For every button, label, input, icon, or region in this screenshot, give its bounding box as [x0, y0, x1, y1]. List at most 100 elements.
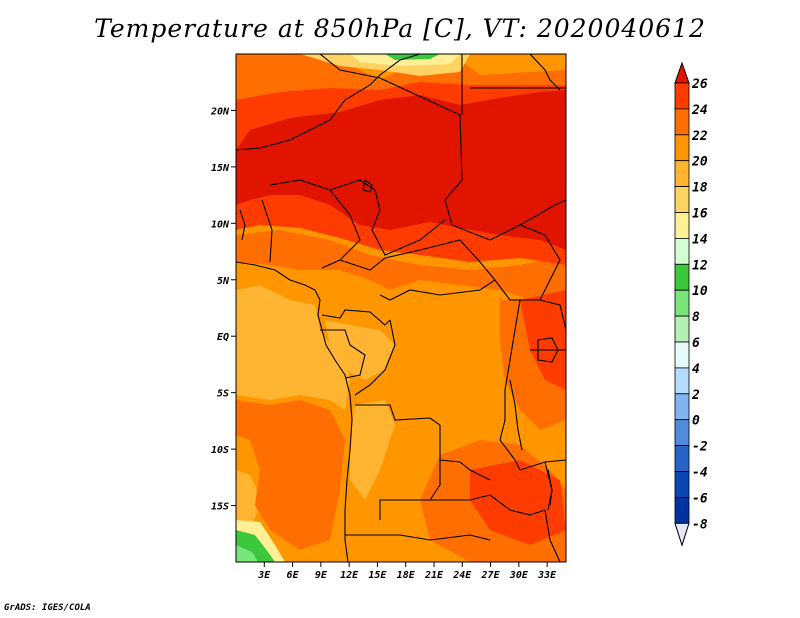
colorbar-segment — [674, 237, 690, 265]
lon-tick-label: 6E — [287, 570, 300, 581]
lat-tick-label: 10S — [211, 445, 229, 456]
lon-tick-label: 18E — [397, 570, 416, 581]
latitude-axis: 20N 15N 10N 5N EQ 5S 10S 15S — [210, 106, 236, 513]
lat-tick-label: 5N — [217, 276, 230, 287]
border-gabon-congo — [320, 329, 366, 379]
lake-tanganyika — [509, 379, 523, 451]
lon-tick-label: 12E — [340, 570, 359, 581]
lon-tick-label: 21E — [424, 570, 444, 581]
colorbar-label: 26 — [691, 77, 708, 92]
colorbar-segment — [674, 263, 690, 291]
colorbar-segment — [674, 134, 690, 162]
colorbar-label: 24 — [691, 103, 708, 118]
lake-volta — [239, 209, 246, 241]
colorbar-label: -6 — [692, 491, 708, 506]
region-18c-ocean-south — [236, 470, 262, 530]
region-26c-north — [236, 90, 566, 250]
colorbar-label: 22 — [691, 129, 708, 144]
colorbar-label: 12 — [692, 258, 708, 273]
border-zambia-zimbabwe — [489, 494, 546, 516]
border-ethiopia — [519, 199, 566, 226]
border-chad — [371, 189, 446, 256]
colorbar-segment — [674, 315, 690, 343]
temperature-field — [236, 54, 566, 562]
border-uganda-kenya — [530, 299, 566, 351]
colorbar-segment — [674, 445, 690, 472]
border-mali-niger — [236, 54, 421, 151]
lake-chad — [362, 179, 373, 193]
lat-tick-label: 20N — [210, 106, 230, 117]
lon-tick-label: 27E — [481, 570, 501, 581]
red-sea-coast — [529, 54, 561, 91]
lat-tick-label: 15N — [211, 163, 230, 174]
region-24c-east — [520, 290, 566, 390]
border-namibia — [345, 534, 491, 541]
region-10c-southwest — [236, 545, 258, 562]
chart-title: Temperature at 850hPa [C], VT: 202004061… — [94, 14, 706, 43]
border-cameroon-gabon — [321, 309, 391, 326]
lat-tick-label: 10N — [211, 219, 230, 230]
border-drc-east — [499, 299, 521, 471]
lon-tick-label: 33E — [537, 570, 557, 581]
lon-tick-label: 24E — [452, 570, 472, 581]
lon-tick-label: 3E — [257, 570, 271, 581]
lake-malawi — [547, 469, 553, 506]
border-south-sudan — [451, 224, 561, 301]
colorbar-segment — [674, 471, 690, 498]
border-angola-zambia — [379, 460, 491, 520]
colorbar-segment — [674, 341, 690, 369]
colorbar-segment — [674, 289, 690, 317]
colorbar-label: 16 — [692, 207, 708, 222]
colorbar-label: 4 — [692, 362, 700, 377]
lon-tick-label: 9E — [315, 570, 328, 581]
country-borders — [236, 54, 566, 562]
lat-tick-label: EQ — [217, 332, 229, 343]
border-libya-chad — [379, 77, 463, 226]
colorbar-label: 2 — [691, 388, 700, 403]
lon-tick-label: 15E — [368, 570, 387, 581]
region-24c-south — [470, 460, 566, 545]
longitude-axis: 3E 6E 9E 12E 15E 18E 21E 24E 27E 30E 33E — [257, 562, 557, 581]
colorbar-segment — [674, 496, 690, 524]
footer-credit: GrADS: IGES/COLA — [4, 603, 91, 613]
colorbar-label: 18 — [692, 181, 708, 196]
lon-tick-label: 30E — [509, 570, 529, 581]
border-congo-drc — [354, 319, 396, 396]
colorbar-segment — [674, 82, 690, 110]
colorbar-top-triangle — [674, 61, 690, 84]
region-22c-southwest — [236, 400, 345, 550]
colorbar-label: -4 — [692, 466, 708, 481]
border-egypt-sudan — [461, 54, 566, 115]
colorbar-bottom-triangle — [674, 522, 690, 547]
colorbar-label: 10 — [692, 284, 708, 299]
region-22c-north-top — [236, 54, 566, 115]
border-nigeria — [261, 189, 361, 269]
border-algeria-niger — [319, 54, 381, 79]
region-18c-angola — [350, 400, 395, 500]
lake-victoria — [537, 337, 559, 363]
border-car — [339, 239, 496, 301]
region-22c-sahel — [236, 230, 566, 300]
colorbar-segment — [674, 419, 690, 447]
lat-tick-label: 15S — [211, 502, 229, 513]
region-18c-congo-coast — [325, 320, 395, 380]
colorbar-segment — [674, 367, 690, 395]
colorbar-label: 0 — [692, 414, 700, 429]
region-18c-atlantic — [236, 285, 350, 410]
colorbar-label: 20 — [691, 155, 708, 170]
border-drc-angola — [355, 404, 491, 481]
coastline-west-africa — [236, 261, 353, 562]
colorbar-label: 6 — [692, 336, 700, 351]
map-frame — [235, 53, 567, 563]
colorbar-segment — [674, 108, 690, 136]
colorbar-segment — [674, 212, 690, 239]
colorbar-label: -2 — [692, 440, 708, 455]
colorbar-segment — [674, 186, 690, 213]
colorbar-label: -8 — [692, 517, 708, 532]
lat-tick-label: 5S — [217, 389, 229, 400]
colorbar-segment — [674, 393, 690, 421]
colorbar-label: 8 — [692, 310, 700, 325]
colorbar-segment — [674, 160, 690, 187]
